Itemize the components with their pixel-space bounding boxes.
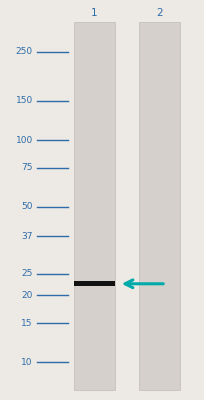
Text: 37: 37 bbox=[21, 232, 33, 240]
FancyBboxPatch shape bbox=[139, 22, 180, 390]
FancyBboxPatch shape bbox=[73, 22, 114, 390]
Text: 25: 25 bbox=[21, 269, 33, 278]
Text: 10: 10 bbox=[21, 358, 33, 367]
Text: 2: 2 bbox=[156, 8, 162, 18]
Text: 20: 20 bbox=[21, 291, 33, 300]
Text: 100: 100 bbox=[16, 136, 33, 144]
Text: 150: 150 bbox=[16, 96, 33, 106]
Text: 250: 250 bbox=[16, 47, 33, 56]
Text: 50: 50 bbox=[21, 202, 33, 212]
Text: 15: 15 bbox=[21, 319, 33, 328]
FancyBboxPatch shape bbox=[73, 281, 114, 286]
Text: 1: 1 bbox=[91, 8, 97, 18]
Text: 75: 75 bbox=[21, 163, 33, 172]
